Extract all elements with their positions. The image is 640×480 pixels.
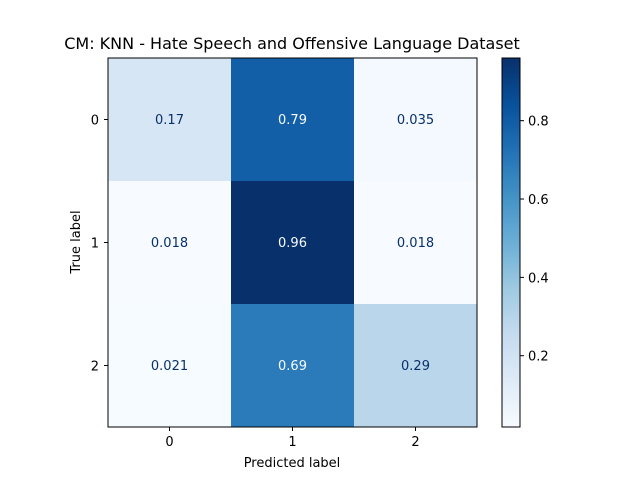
x-axis-ticks: 0 1 2 — [165, 427, 420, 450]
y-tick-label: 0 — [91, 114, 99, 129]
colorbar — [501, 57, 521, 428]
colorbar-tick-label: 0.6 — [528, 193, 549, 208]
y-axis-label: True label — [69, 210, 84, 274]
colorbar-tick-label: 0.2 — [528, 350, 549, 365]
x-tick-label: 1 — [288, 435, 296, 450]
cell-value-label: 0.79 — [278, 113, 307, 128]
heatmap-cell — [354, 181, 478, 305]
x-tick-label: 2 — [411, 435, 419, 450]
x-tick-label: 0 — [165, 435, 173, 450]
heatmap-cell — [231, 58, 355, 182]
cell-value-label: 0.018 — [397, 236, 434, 251]
heatmap-cell — [108, 58, 232, 182]
heatmap-cell — [354, 304, 478, 428]
cell-value-label: 0.69 — [278, 359, 307, 374]
chart-title: CM: KNN - Hate Speech and Offensive Lang… — [64, 34, 520, 53]
heatmap-cell — [108, 304, 232, 428]
heatmap-cell — [231, 304, 355, 428]
colorbar-tick-label: 0.4 — [528, 271, 549, 286]
y-tick-label: 1 — [91, 237, 99, 252]
cell-value-label: 0.96 — [278, 236, 307, 251]
cell-value-label: 0.17 — [155, 113, 184, 128]
cell-value-label: 0.018 — [151, 236, 188, 251]
cell-value-label: 0.021 — [151, 359, 188, 374]
heatmap-cell — [108, 181, 232, 305]
colorbar-ticks: 0.2 0.4 0.6 0.8 — [520, 115, 549, 365]
y-axis-ticks: 0 1 2 — [91, 114, 108, 375]
heatmap-cells: 0.17 0.79 0.035 0.018 0.96 0.018 0.021 0.69 0.29 — [108, 58, 478, 428]
cell-value-label: 0.035 — [397, 113, 434, 128]
cell-value-label: 0.29 — [401, 359, 430, 374]
heatmap-cell — [354, 58, 478, 182]
colorbar-tick-label: 0.8 — [528, 115, 549, 130]
x-axis-label: Predicted label — [244, 456, 341, 471]
heatmap-cell — [231, 181, 355, 305]
y-tick-label: 2 — [91, 360, 99, 375]
